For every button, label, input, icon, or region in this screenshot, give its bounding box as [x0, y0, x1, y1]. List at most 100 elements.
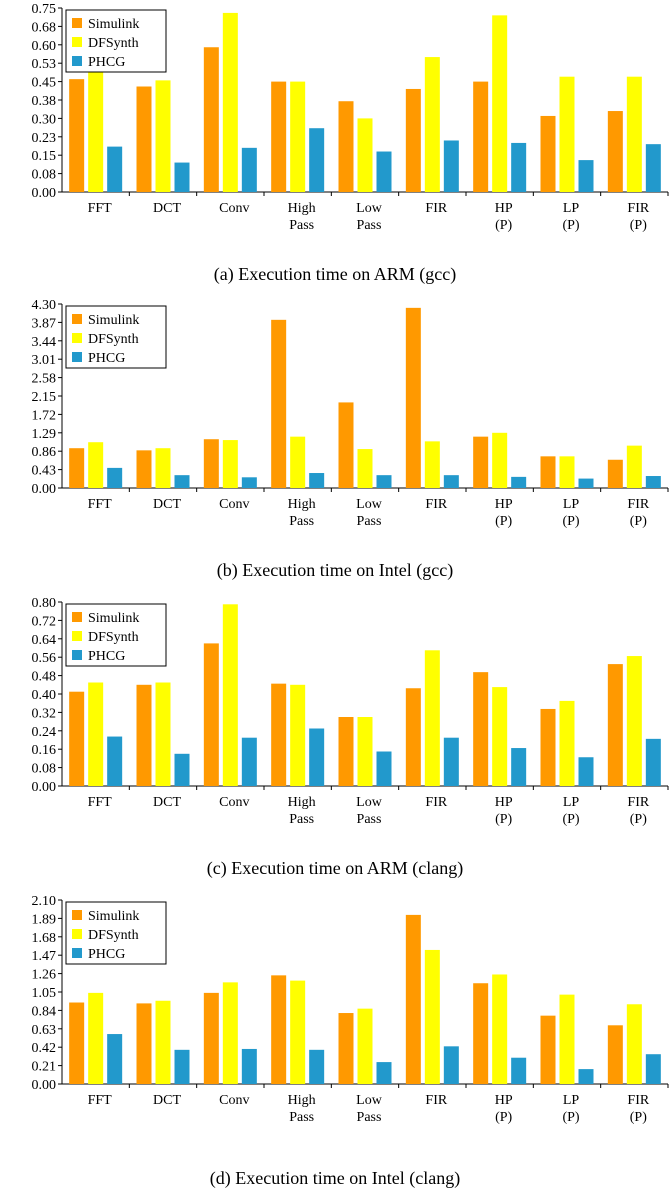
x-tick-label: (P)	[562, 514, 579, 529]
bar-phcg	[107, 736, 123, 786]
bar-simulink	[271, 319, 287, 488]
chart-caption: (a) Execution time on ARM (gcc)	[214, 264, 456, 285]
bar-simulink	[271, 683, 287, 786]
bar-phcg	[107, 467, 123, 488]
bar-phcg	[241, 737, 257, 786]
legend-label: DFSynth	[88, 332, 139, 347]
chart-panel-a: 0.00 0.08 0.15 0.23 0.30 0.38 0.45 0.53 0.60 0.68…	[0, 0, 670, 296]
legend-swatch-simulink	[72, 18, 82, 28]
legend: Simulink DFSynth PHCG	[65, 305, 167, 369]
x-tick-label: (P)	[495, 514, 512, 529]
bar-phcg	[107, 1034, 123, 1084]
y-tick-label: 1.68	[32, 931, 57, 946]
y-tick-label: 0.00	[32, 780, 57, 795]
x-tick-label: LP	[563, 795, 580, 810]
bar-dfsynth	[88, 992, 104, 1084]
bar-phcg	[511, 1057, 527, 1084]
y-tick-label: 0.08	[32, 762, 57, 777]
bar-phcg	[376, 475, 392, 488]
bar-dfsynth	[88, 66, 104, 192]
bar-simulink	[69, 79, 85, 192]
y-tick-label: 0.40	[32, 688, 57, 703]
y-tick-label: 0.38	[32, 94, 57, 109]
x-tick-label: Low	[356, 497, 383, 512]
bar-phcg	[443, 737, 459, 786]
bar-phcg	[241, 477, 257, 488]
chart-svg: 0.00 0.08 0.16 0.24 0.32 0.40 0.48 0.56 0.64 0.72…	[32, 596, 669, 879]
bar-dfsynth	[559, 76, 575, 192]
bar-dfsynth	[155, 80, 171, 192]
legend-label: Simulink	[88, 611, 139, 626]
bar-phcg	[174, 162, 190, 192]
x-tick-label: FIR	[627, 795, 649, 810]
bar-dfsynth	[559, 994, 575, 1084]
bar-simulink	[338, 717, 354, 786]
legend-label: DFSynth	[88, 630, 139, 645]
y-tick-label: 0.63	[32, 1023, 57, 1038]
x-tick-label: High	[288, 201, 316, 216]
bar-dfsynth	[155, 448, 171, 488]
bar-phcg	[376, 1062, 392, 1084]
bar-phcg	[241, 147, 257, 192]
y-tick-label: 1.72	[32, 408, 57, 423]
legend-label: PHCG	[88, 947, 125, 962]
x-tick-label: FIR	[425, 795, 447, 810]
x-tick-label: (P)	[630, 514, 647, 529]
y-tick-label: 0.00	[32, 482, 57, 497]
x-tick-label: HP	[495, 201, 513, 216]
x-tick-label: Pass	[289, 1110, 314, 1125]
x-tick-label: (P)	[562, 218, 579, 233]
legend-label: DFSynth	[88, 36, 139, 51]
bar-dfsynth	[155, 682, 171, 786]
bar-phcg	[578, 757, 594, 786]
bar-phcg	[443, 475, 459, 488]
legend: Simulink DFSynth PHCG	[65, 9, 167, 73]
y-tick-label: 1.47	[32, 949, 57, 964]
bar-dfsynth	[357, 1008, 373, 1084]
bar-dfsynth	[357, 717, 373, 786]
x-tick-label: Low	[356, 1093, 383, 1108]
legend: Simulink DFSynth PHCG	[65, 603, 167, 667]
bar-dfsynth	[492, 432, 508, 488]
legend-swatch-simulink	[72, 314, 82, 324]
bar-dfsynth	[290, 684, 306, 786]
bar-simulink	[607, 111, 623, 192]
y-tick-label: 1.05	[32, 986, 57, 1001]
y-tick-label: 0.43	[32, 464, 57, 479]
y-tick-label: 0.30	[32, 112, 57, 127]
bar-dfsynth	[290, 81, 306, 192]
x-tick-label: Conv	[219, 1093, 249, 1108]
y-tick-label: 0.23	[32, 131, 57, 146]
bar-simulink	[203, 992, 219, 1084]
x-tick-label: Conv	[219, 497, 249, 512]
x-tick-label: FIR	[627, 497, 649, 512]
bar-phcg	[645, 476, 661, 488]
bar-phcg	[376, 751, 392, 786]
y-tick-label: 0.68	[32, 20, 57, 35]
legend-label: Simulink	[88, 909, 139, 924]
bar-simulink	[136, 86, 152, 192]
x-tick-label: Pass	[357, 812, 382, 827]
x-tick-label: High	[288, 1093, 316, 1108]
legend-label: DFSynth	[88, 928, 139, 943]
legend-swatch-simulink	[72, 910, 82, 920]
bar-simulink	[540, 456, 556, 488]
legend-label: Simulink	[88, 313, 139, 328]
x-tick-label: Pass	[357, 514, 382, 529]
y-tick-label: 0.60	[32, 39, 57, 54]
x-tick-label: (P)	[630, 1110, 647, 1125]
y-tick-label: 0.16	[32, 743, 57, 758]
bar-dfsynth	[290, 436, 306, 488]
bar-dfsynth	[424, 650, 440, 786]
chart-panel-d: 0.00 0.21 0.42 0.63 0.84 1.05 1.26 1.47 1.68 1.89…	[0, 892, 670, 1198]
y-tick-label: 1.89	[32, 912, 57, 927]
x-tick-label: DCT	[153, 497, 181, 512]
y-tick-label: 0.64	[32, 633, 57, 648]
bar-simulink	[271, 81, 287, 192]
bar-phcg	[645, 1054, 661, 1084]
x-tick-label: HP	[495, 795, 513, 810]
x-tick-label: FIR	[425, 497, 447, 512]
y-tick-label: 0.15	[32, 149, 57, 164]
y-tick-label: 0.21	[32, 1060, 57, 1075]
